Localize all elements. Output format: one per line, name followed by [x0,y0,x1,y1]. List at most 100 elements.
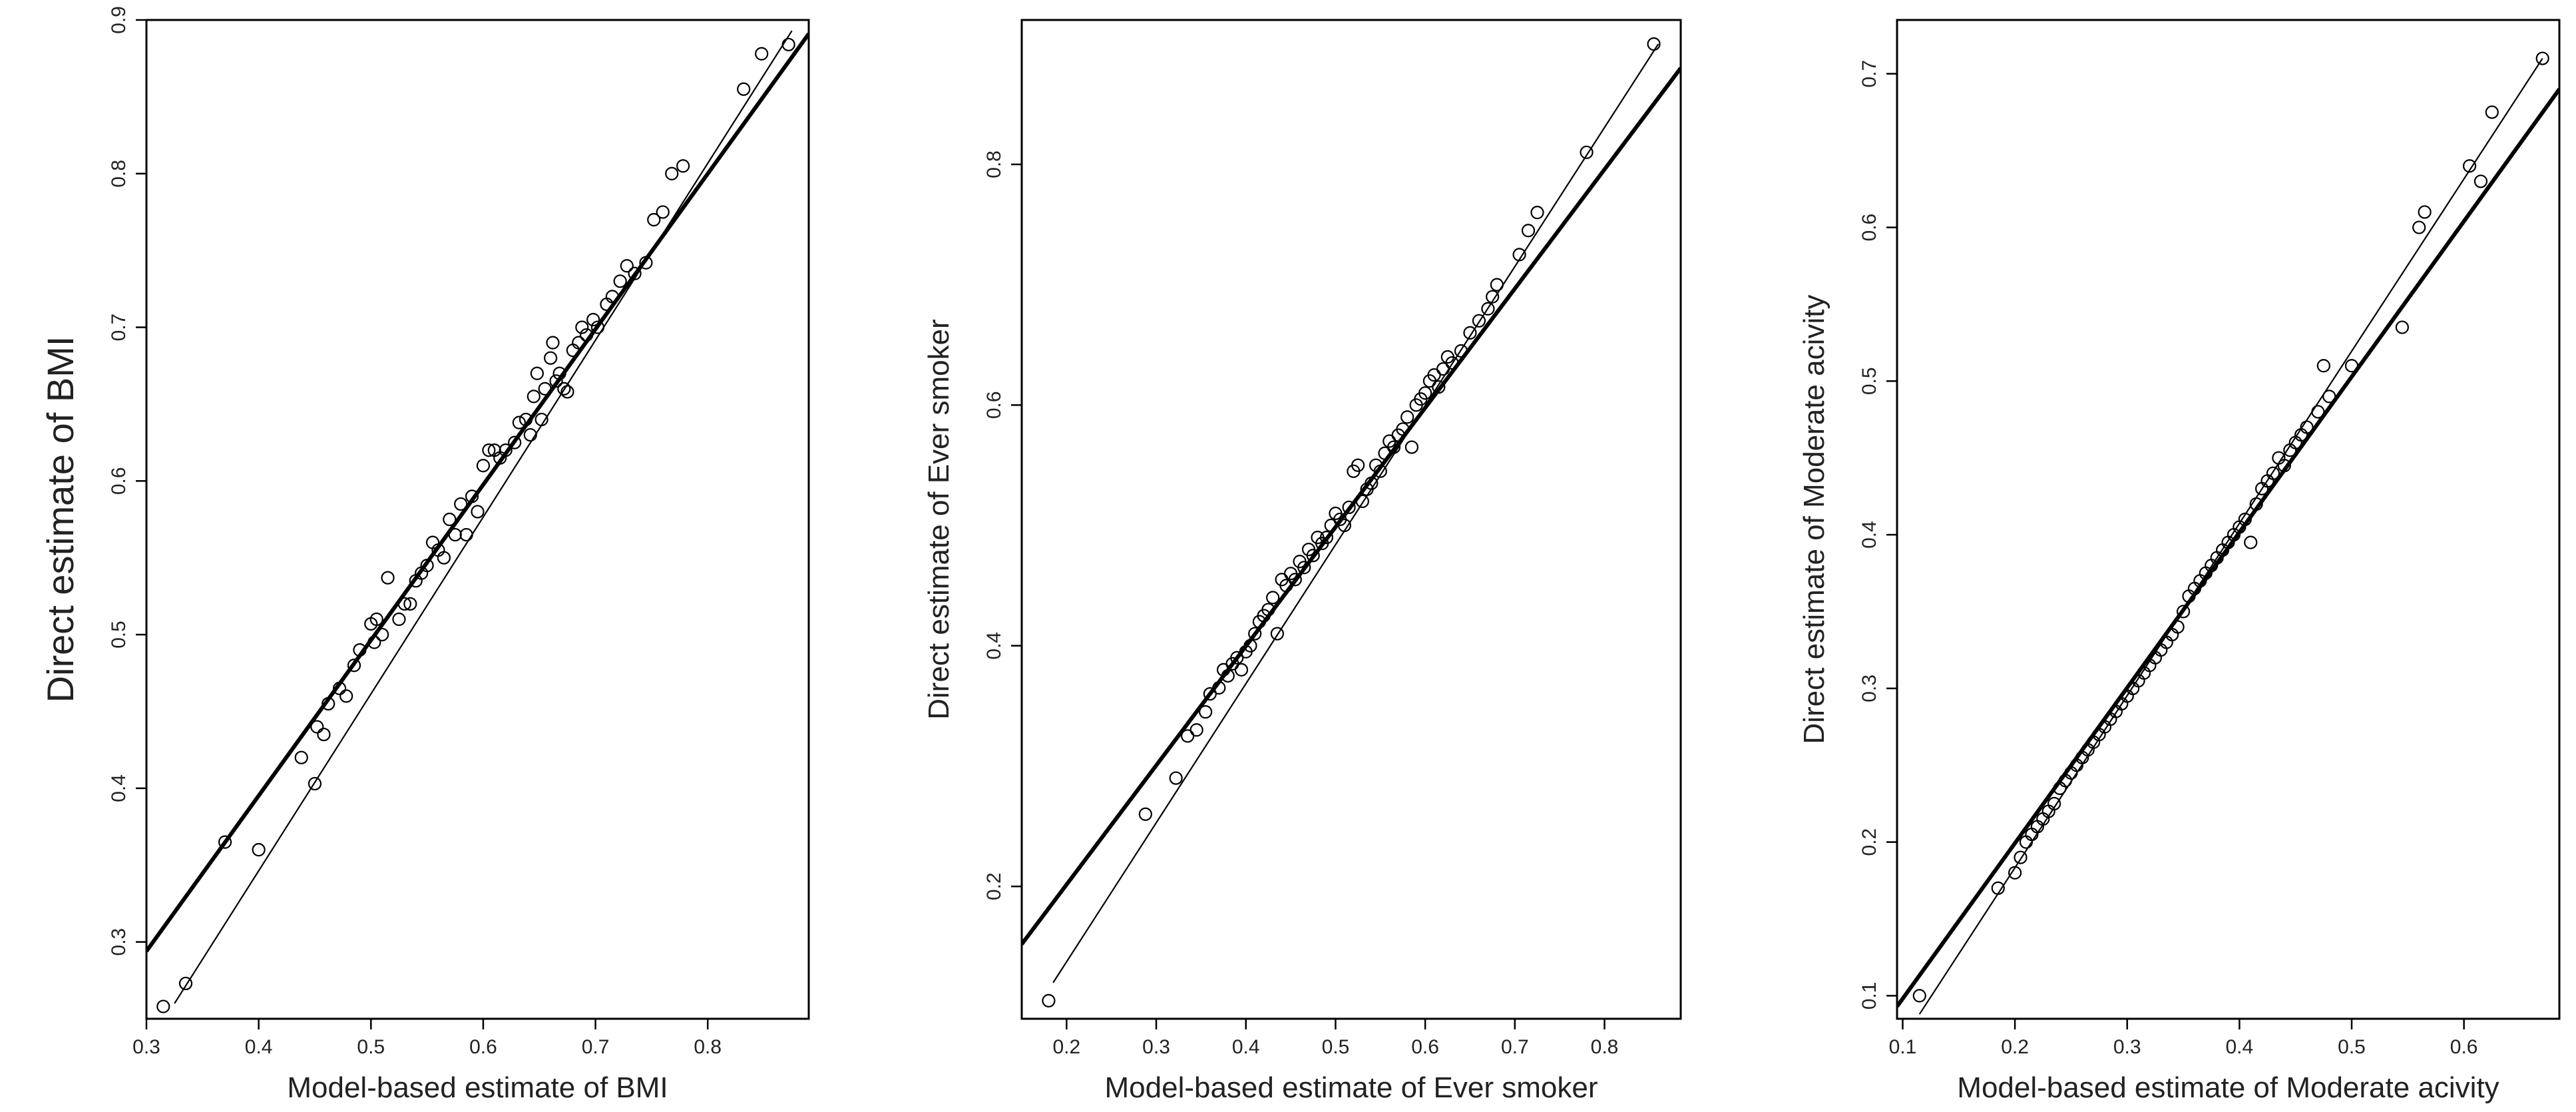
data-point [1991,881,2005,895]
data-point [443,512,457,527]
data-point [2266,466,2280,480]
plot-frame [1020,19,1682,1020]
scatter-panel-1: 0.3 0.4 0.5 0.6 0.7 0.8 0.3 0.4 0.5 0.6 0.7 0.8 0.9 M… [39,6,810,1104]
data-point [1212,681,1226,695]
data-point [1288,573,1302,587]
data-point [1373,464,1387,478]
data-point [2395,320,2409,334]
data-point [459,527,473,542]
data-point [1521,224,1536,238]
data-point [252,843,266,857]
plot-frame [145,19,810,1020]
data-point [308,776,322,791]
y-axis-title: Direct estimate of BMI [39,336,81,703]
data-point [2008,866,2022,880]
data-point [1337,518,1351,533]
plot-frame [1896,19,2561,1020]
regression-line-thin [1052,43,1659,983]
y-tick-label: 0.9 [108,6,130,34]
x-tick-label: 0.5 [1322,1036,1350,1058]
data-point [1418,386,1432,400]
data-point [1042,993,1056,1007]
data-point [499,443,513,457]
y-tick-label: 0.8 [108,160,130,188]
data-point [590,320,605,334]
data-point [1400,410,1414,424]
data-point [1234,663,1249,677]
x-tick-label: 0.2 [1052,1036,1080,1058]
data-point [737,82,751,96]
data-point [2047,796,2061,811]
data-point [546,336,560,350]
data-point [381,571,395,585]
data-point [353,643,367,657]
data-point [1189,723,1203,737]
data-point [2485,105,2499,119]
data-point [1248,627,1262,641]
data-point [369,612,383,627]
y-tick-label: 0.5 [108,621,130,649]
data-point [639,256,653,270]
data-point [544,351,558,365]
data-point [1912,989,1926,1003]
data-point [2535,51,2549,65]
data-point [676,159,690,173]
data-point [1270,627,1284,641]
data-point [620,259,634,273]
x-tick-label: 0.2 [2001,1036,2029,1058]
data-point [454,497,468,511]
data-point [2176,605,2191,619]
data-point [1647,37,1661,51]
data-point [579,328,594,342]
data-point [420,559,434,573]
data-point [2316,359,2330,373]
data-point [1261,603,1275,617]
data-point [2412,220,2426,234]
y-tick-label: 0.8 [983,150,1005,178]
data-point [1486,290,1500,304]
x-tick-label: 0.4 [1232,1036,1260,1058]
data-point [2300,420,2314,434]
x-tick-label: 0.7 [1501,1036,1529,1058]
x-tick-label: 0.6 [1411,1036,1439,1058]
data-point [1481,302,1495,316]
data-point [1512,248,1526,262]
data-point [586,312,600,327]
data-point [572,336,586,350]
data-point [628,266,642,280]
x-tick-label: 0.8 [1591,1036,1619,1058]
data-point [1445,356,1459,370]
data-point [347,659,361,673]
data-point [2249,497,2263,511]
data-point [332,681,347,695]
data-point [755,47,769,61]
data-point [403,597,417,611]
data-point [448,527,462,542]
data-point [322,696,335,711]
data-point [1266,591,1280,605]
data-point [375,627,389,642]
x-axis-title: Model-based estimate of BMI [287,1071,668,1104]
x-tick-label: 0.5 [2338,1036,2366,1058]
y-tick-label: 0.7 [108,314,130,342]
y-tick-label: 0.4 [108,774,130,802]
data-point [218,835,232,849]
y-axis-title: Direct estimate of Moderate acivity [1798,295,1830,744]
data-point [560,385,574,399]
data-point [538,382,552,396]
x-tick-label: 0.5 [357,1036,385,1058]
x-axis-title: Model-based estimate of Ever smoker [1105,1071,1598,1104]
data-point [2473,174,2488,188]
data-point [1404,440,1419,454]
data-point [508,435,522,449]
data-point [1243,639,1257,653]
y-tick-label: 0.3 [1858,675,1880,702]
y-tick-label: 0.1 [1858,982,1880,1010]
data-point [476,459,491,473]
y-tick-label: 0.4 [1858,521,1880,549]
data-point [178,976,193,991]
data-point [2171,620,2185,634]
data-point [156,999,170,1013]
data-point [557,382,571,396]
